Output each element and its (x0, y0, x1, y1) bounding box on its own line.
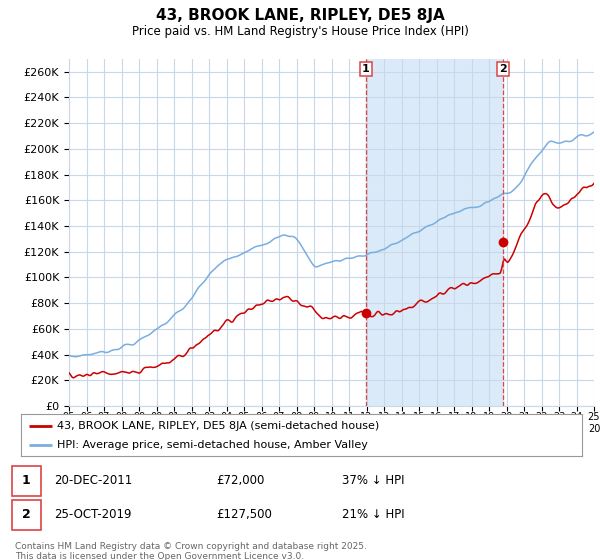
Text: 2: 2 (22, 508, 31, 521)
Text: 2: 2 (499, 64, 507, 74)
Text: 1: 1 (22, 474, 31, 487)
Text: 25-OCT-2019: 25-OCT-2019 (54, 508, 131, 521)
Text: 1: 1 (362, 64, 370, 74)
Text: Contains HM Land Registry data © Crown copyright and database right 2025.
This d: Contains HM Land Registry data © Crown c… (15, 542, 367, 560)
Bar (366, 59, 503, 406)
Text: 21% ↓ HPI: 21% ↓ HPI (342, 508, 404, 521)
Text: 43, BROOK LANE, RIPLEY, DE5 8JA (semi-detached house): 43, BROOK LANE, RIPLEY, DE5 8JA (semi-de… (58, 421, 380, 431)
Text: £72,000: £72,000 (216, 474, 265, 487)
Text: Price paid vs. HM Land Registry's House Price Index (HPI): Price paid vs. HM Land Registry's House … (131, 25, 469, 38)
Text: £127,500: £127,500 (216, 508, 272, 521)
Text: 43, BROOK LANE, RIPLEY, DE5 8JA: 43, BROOK LANE, RIPLEY, DE5 8JA (155, 8, 445, 24)
Text: HPI: Average price, semi-detached house, Amber Valley: HPI: Average price, semi-detached house,… (58, 440, 368, 450)
FancyBboxPatch shape (12, 500, 41, 530)
Text: 20-DEC-2011: 20-DEC-2011 (54, 474, 132, 487)
Text: 37% ↓ HPI: 37% ↓ HPI (342, 474, 404, 487)
FancyBboxPatch shape (12, 466, 41, 496)
